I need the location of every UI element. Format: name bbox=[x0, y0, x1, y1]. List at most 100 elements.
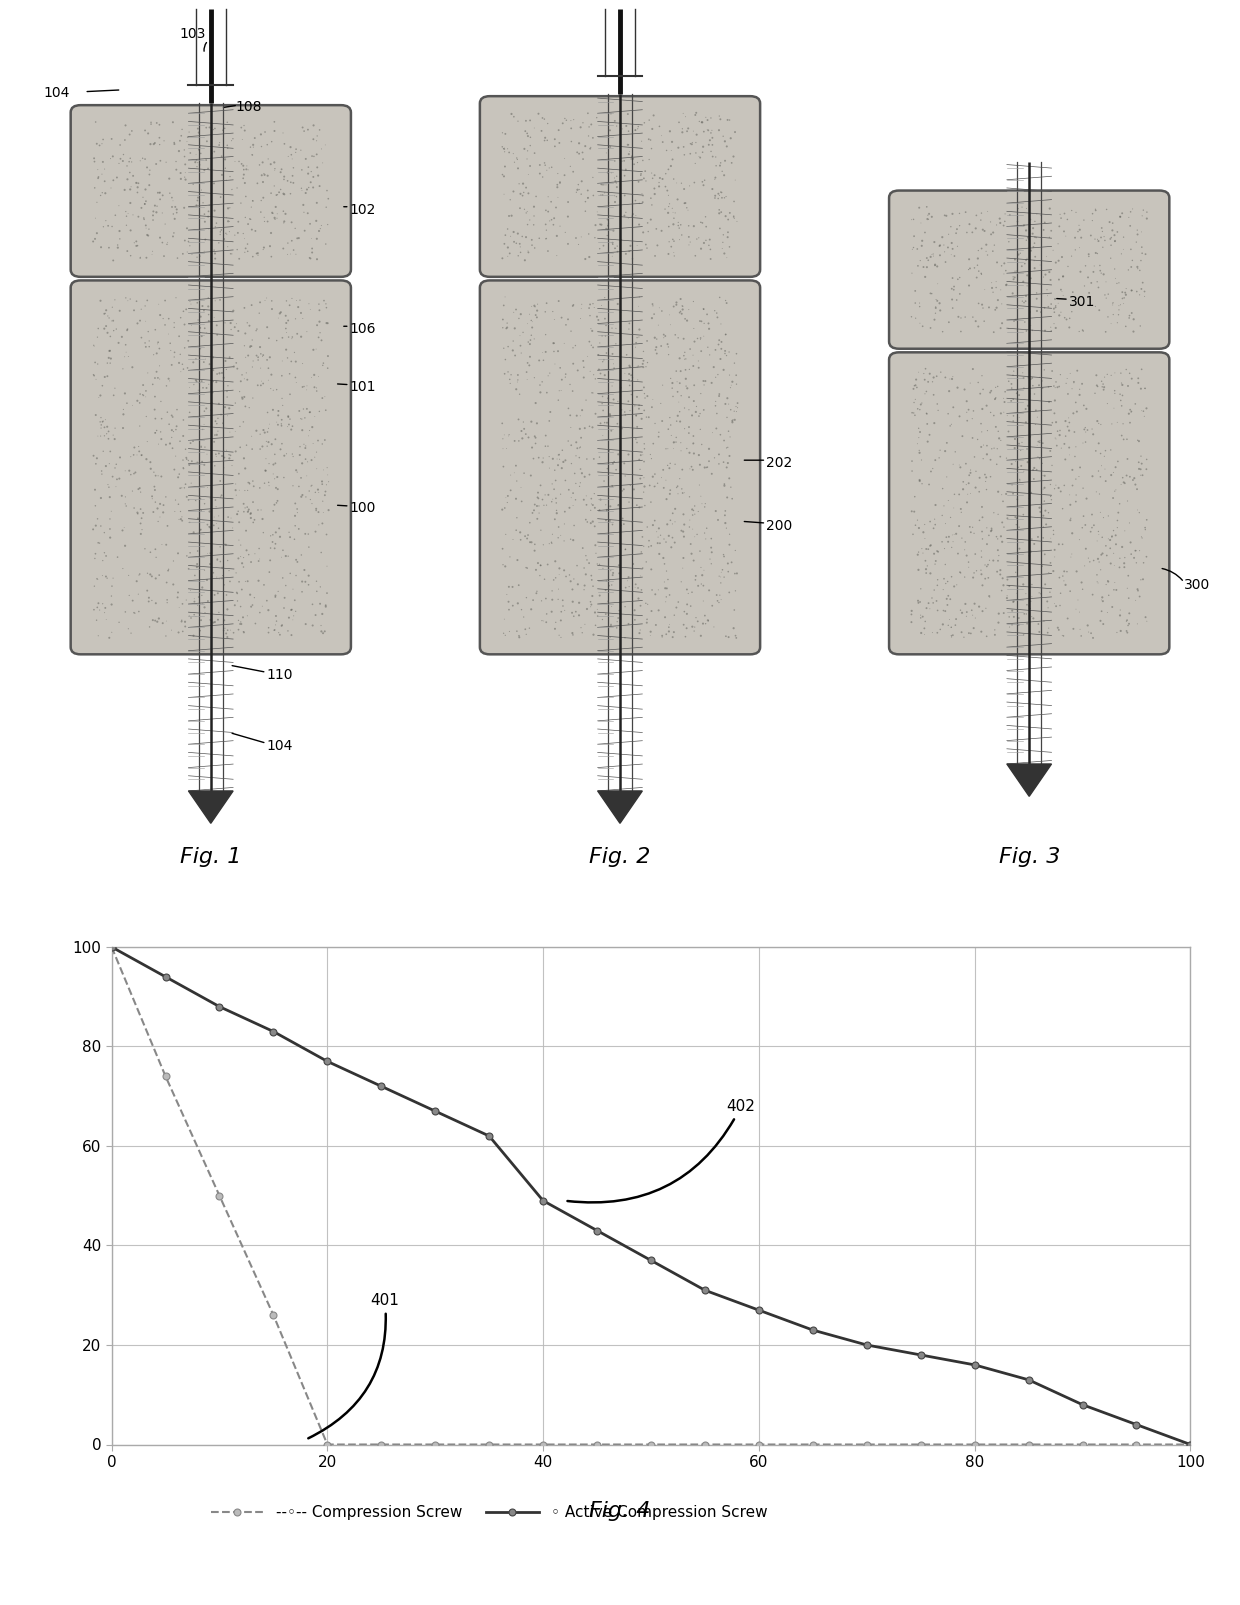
Point bbox=[100, 350, 120, 376]
Point bbox=[680, 225, 699, 250]
Point bbox=[306, 578, 326, 603]
Point bbox=[267, 475, 286, 501]
Point bbox=[498, 589, 518, 615]
Point bbox=[649, 515, 668, 541]
Point bbox=[145, 366, 165, 392]
Point bbox=[686, 151, 706, 177]
Point bbox=[162, 194, 182, 220]
Point bbox=[947, 233, 967, 258]
Point bbox=[243, 348, 263, 374]
Point bbox=[727, 340, 746, 366]
Point bbox=[1014, 600, 1034, 626]
Point bbox=[595, 409, 615, 435]
Point bbox=[725, 538, 745, 563]
Point bbox=[126, 228, 146, 254]
Point bbox=[684, 618, 704, 644]
Point bbox=[670, 465, 689, 491]
Point bbox=[956, 199, 976, 225]
Point bbox=[950, 281, 970, 307]
Point bbox=[1107, 620, 1127, 645]
Point bbox=[219, 345, 239, 371]
Point bbox=[942, 201, 962, 226]
Point bbox=[115, 491, 135, 517]
Point bbox=[252, 133, 272, 159]
Point bbox=[145, 130, 165, 156]
Point bbox=[1117, 446, 1137, 472]
Point bbox=[977, 515, 997, 541]
Point bbox=[185, 589, 205, 615]
Point bbox=[219, 218, 239, 244]
Point bbox=[966, 308, 986, 334]
Point bbox=[1109, 297, 1128, 323]
Point bbox=[87, 607, 107, 632]
Point bbox=[498, 483, 518, 509]
Point bbox=[603, 230, 622, 255]
Point bbox=[670, 215, 689, 241]
Point bbox=[531, 552, 551, 578]
Point bbox=[631, 162, 651, 188]
Point bbox=[662, 525, 682, 551]
Point bbox=[966, 459, 986, 485]
Point bbox=[624, 151, 644, 177]
Point bbox=[232, 385, 252, 411]
Point bbox=[724, 204, 744, 230]
Point bbox=[215, 531, 234, 557]
Point bbox=[665, 242, 684, 268]
Point bbox=[618, 568, 637, 594]
Point bbox=[574, 364, 594, 390]
Point bbox=[935, 552, 955, 578]
Point bbox=[88, 424, 108, 449]
Point bbox=[667, 289, 687, 315]
Point bbox=[558, 231, 578, 257]
Point bbox=[915, 525, 935, 551]
Point bbox=[289, 473, 309, 499]
Point bbox=[1022, 366, 1042, 392]
Point bbox=[544, 127, 564, 152]
Point bbox=[500, 371, 520, 396]
Point bbox=[594, 469, 614, 494]
Point bbox=[645, 473, 665, 499]
Point bbox=[193, 376, 213, 401]
Point bbox=[143, 207, 162, 233]
Point bbox=[221, 310, 241, 335]
Point bbox=[248, 345, 268, 371]
Point bbox=[97, 297, 117, 323]
Point bbox=[967, 559, 987, 584]
Point bbox=[280, 361, 300, 387]
Point bbox=[946, 220, 966, 246]
Point bbox=[1132, 356, 1152, 382]
Point bbox=[593, 348, 613, 374]
Point bbox=[227, 356, 247, 382]
Point bbox=[496, 435, 516, 461]
Point bbox=[207, 361, 227, 387]
Point bbox=[959, 470, 978, 496]
Point bbox=[95, 595, 115, 621]
Point bbox=[210, 567, 229, 592]
Point bbox=[175, 151, 195, 177]
Point bbox=[259, 416, 279, 441]
Point bbox=[201, 541, 221, 567]
Point bbox=[936, 249, 956, 274]
Point bbox=[128, 310, 148, 335]
Point bbox=[1063, 279, 1083, 305]
Point bbox=[1003, 387, 1023, 412]
Point bbox=[238, 212, 258, 238]
Point bbox=[1053, 282, 1073, 308]
Point bbox=[606, 175, 626, 201]
Point bbox=[649, 170, 668, 196]
Point bbox=[161, 425, 181, 451]
Point bbox=[629, 212, 649, 238]
Point bbox=[920, 315, 940, 340]
Point bbox=[176, 297, 196, 323]
Point bbox=[1127, 576, 1147, 602]
Point bbox=[588, 199, 608, 225]
Point bbox=[921, 244, 941, 270]
Point bbox=[274, 181, 294, 207]
Point bbox=[188, 584, 208, 610]
Point bbox=[172, 504, 192, 530]
Point bbox=[570, 114, 590, 140]
Point bbox=[968, 238, 988, 263]
Point bbox=[184, 429, 203, 454]
Point bbox=[144, 132, 164, 157]
Point bbox=[972, 526, 992, 552]
